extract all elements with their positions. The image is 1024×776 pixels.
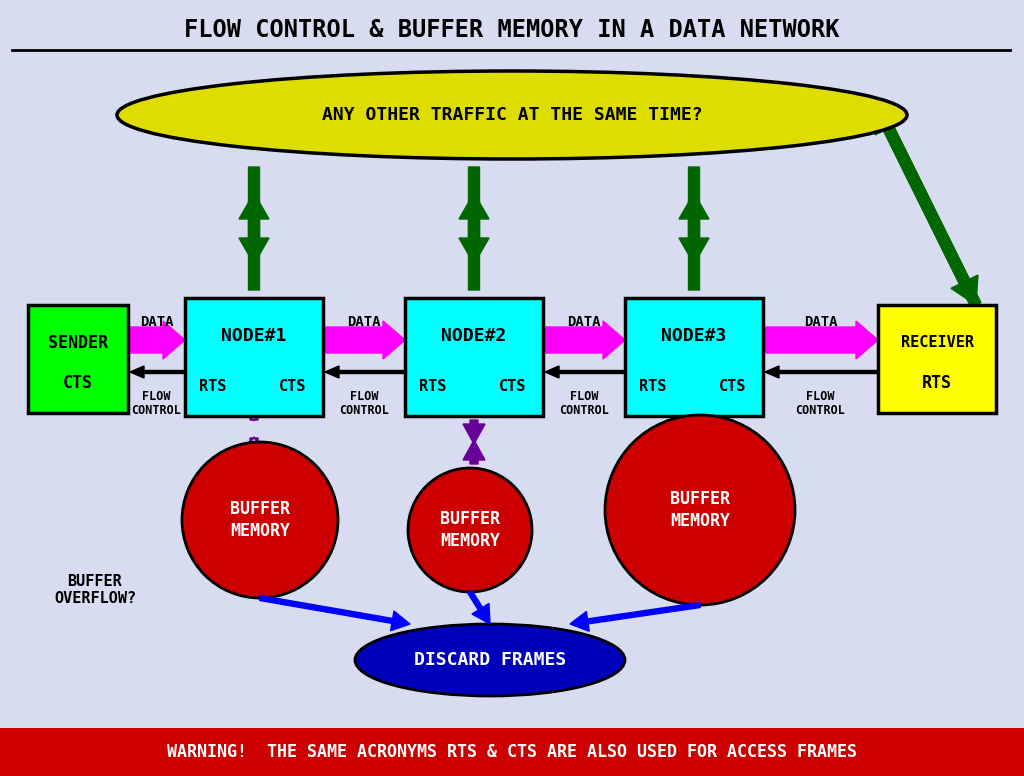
Text: BUFFER
MEMORY: BUFFER MEMORY	[670, 490, 730, 530]
Text: DISCARD FRAMES: DISCARD FRAMES	[414, 651, 566, 669]
Text: BUFFER
MEMORY: BUFFER MEMORY	[440, 510, 500, 550]
FancyArrow shape	[679, 193, 709, 290]
FancyArrow shape	[876, 105, 981, 307]
Text: FLOW
CONTROL: FLOW CONTROL	[339, 390, 389, 417]
Text: NODE#1: NODE#1	[221, 327, 287, 345]
Text: RTS: RTS	[922, 374, 952, 392]
FancyBboxPatch shape	[625, 298, 763, 416]
Text: SENDER: SENDER	[48, 334, 108, 352]
FancyArrow shape	[683, 410, 705, 430]
FancyBboxPatch shape	[406, 298, 543, 416]
Text: DATA: DATA	[804, 315, 838, 329]
FancyArrow shape	[463, 440, 485, 464]
FancyArrow shape	[683, 401, 705, 421]
FancyArrow shape	[130, 366, 185, 378]
FancyArrow shape	[765, 366, 878, 378]
FancyArrow shape	[543, 321, 625, 359]
Ellipse shape	[355, 624, 625, 696]
FancyArrow shape	[545, 366, 625, 378]
Text: FLOW
CONTROL: FLOW CONTROL	[131, 390, 181, 417]
Text: CTS: CTS	[63, 374, 93, 392]
Text: DATA: DATA	[567, 315, 601, 329]
FancyBboxPatch shape	[878, 305, 996, 413]
FancyArrow shape	[243, 437, 265, 457]
FancyArrow shape	[763, 321, 878, 359]
FancyArrow shape	[323, 321, 406, 359]
Text: FLOW
CONTROL: FLOW CONTROL	[559, 390, 609, 417]
FancyArrow shape	[239, 193, 269, 290]
Text: BUFFER
MEMORY: BUFFER MEMORY	[230, 500, 290, 540]
FancyBboxPatch shape	[185, 298, 323, 416]
Text: DATA: DATA	[347, 315, 381, 329]
Text: RTS: RTS	[419, 379, 446, 394]
FancyArrow shape	[459, 193, 489, 290]
Circle shape	[408, 468, 532, 592]
FancyArrow shape	[243, 401, 265, 421]
Ellipse shape	[117, 71, 907, 159]
Text: WARNING!  THE SAME ACRONYMS RTS & CTS ARE ALSO USED FOR ACCESS FRAMES: WARNING! THE SAME ACRONYMS RTS & CTS ARE…	[167, 743, 857, 761]
Text: RTS: RTS	[200, 379, 226, 394]
FancyArrow shape	[872, 102, 978, 305]
Text: FLOW CONTROL & BUFFER MEMORY IN A DATA NETWORK: FLOW CONTROL & BUFFER MEMORY IN A DATA N…	[184, 18, 840, 42]
Text: DATA: DATA	[139, 315, 173, 329]
Text: RTS: RTS	[639, 379, 667, 394]
FancyArrow shape	[459, 167, 489, 264]
Text: NODE#3: NODE#3	[662, 327, 727, 345]
Text: NODE#2: NODE#2	[441, 327, 507, 345]
Text: RECEIVER: RECEIVER	[900, 335, 974, 350]
Text: FLOW
CONTROL: FLOW CONTROL	[796, 390, 846, 417]
FancyBboxPatch shape	[28, 305, 128, 413]
Text: CTS: CTS	[719, 379, 746, 394]
FancyArrow shape	[570, 602, 700, 632]
Circle shape	[182, 442, 338, 598]
Text: CTS: CTS	[500, 379, 526, 394]
FancyArrow shape	[325, 366, 406, 378]
FancyArrow shape	[128, 321, 185, 359]
Text: BUFFER
OVERFLOW?: BUFFER OVERFLOW?	[54, 573, 136, 606]
Text: ANY OTHER TRAFFIC AT THE SAME TIME?: ANY OTHER TRAFFIC AT THE SAME TIME?	[322, 106, 702, 124]
FancyArrow shape	[679, 167, 709, 264]
Circle shape	[605, 415, 795, 605]
FancyArrow shape	[463, 420, 485, 444]
FancyArrow shape	[259, 595, 410, 631]
Bar	[0, 728, 1024, 776]
FancyArrow shape	[468, 591, 490, 624]
FancyArrow shape	[239, 167, 269, 264]
Text: CTS: CTS	[280, 379, 306, 394]
